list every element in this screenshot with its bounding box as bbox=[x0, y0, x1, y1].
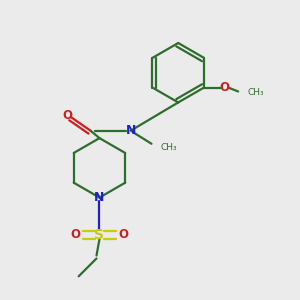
Text: O: O bbox=[70, 228, 80, 241]
Text: CH₃: CH₃ bbox=[247, 88, 264, 98]
Text: O: O bbox=[220, 81, 230, 94]
Text: N: N bbox=[94, 191, 105, 204]
Text: N: N bbox=[125, 124, 136, 137]
Text: O: O bbox=[62, 109, 72, 122]
Text: CH₃: CH₃ bbox=[160, 142, 177, 152]
Text: S: S bbox=[94, 228, 104, 242]
Text: O: O bbox=[118, 228, 128, 241]
